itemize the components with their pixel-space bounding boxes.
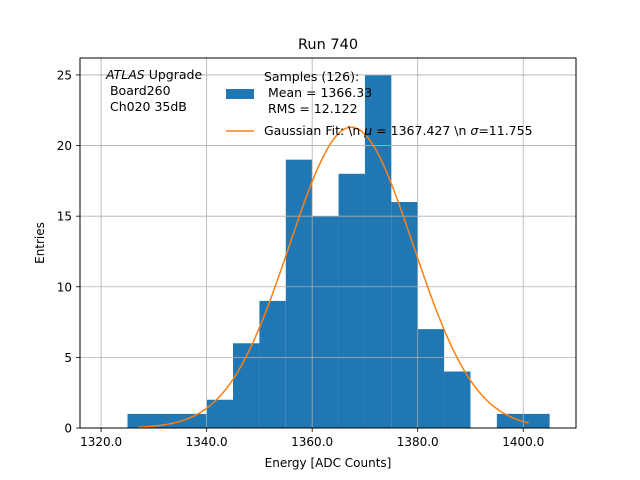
channel-label: Ch020 35dB [106, 99, 187, 114]
histogram-bar-4 [285, 159, 313, 428]
y-tick-label-0: 0 [64, 422, 72, 436]
gaussian-fit-curve [138, 126, 529, 428]
legend-hist-swatch [226, 89, 254, 99]
x-axis-ticks: 1320.0 1340.0 1360.0 1380.0 1400.0 [80, 428, 544, 449]
histogram-bars [127, 74, 550, 428]
x-tick-label-2: 1360.0 [291, 435, 333, 449]
legend: Samples (126): Mean = 1366.33 RMS = 12.1… [226, 69, 533, 138]
legend-hist-line-3: RMS = 12.122 [264, 101, 358, 116]
legend-hist-line-2: Mean = 1366.33 [264, 85, 372, 100]
board-label: Board260 [106, 83, 171, 98]
histogram-bar-5 [312, 216, 339, 428]
y-tick-label-2: 10 [57, 280, 72, 294]
histogram-bar-3 [259, 300, 286, 428]
histogram-bar-10 [444, 371, 471, 428]
y-tick-label-4: 20 [57, 139, 72, 153]
histogram-bar-1 [206, 399, 234, 428]
x-tick-label-0: 1320.0 [80, 435, 122, 449]
x-tick-label-4: 1400.0 [502, 435, 544, 449]
y-axis-label: Entries [33, 222, 47, 264]
y-tick-label-5: 25 [57, 68, 72, 82]
x-tick-label-3: 1380.0 [397, 435, 439, 449]
svg-text:ATLAS Upgrade: ATLAS Upgrade [105, 67, 202, 82]
legend-fit-label: Gaussian Fit: \n μ = 1367.427 \n σ=11.75… [264, 123, 533, 138]
plot-frame [79, 57, 577, 429]
histogram-bar-9 [417, 329, 445, 428]
upgrade-label: Upgrade [145, 67, 203, 82]
atlas-annotation: ATLAS Upgrade Board260 Ch020 35dB [105, 67, 202, 114]
y-tick-label-3: 15 [57, 210, 72, 224]
legend-hist-line-1: Samples (126): [264, 69, 359, 84]
y-tick-label-1: 5 [64, 351, 72, 365]
histogram-bar-0 [127, 413, 207, 428]
chart-title: Run 740 [298, 37, 358, 53]
y-axis-ticks: 0 5 10 15 20 25 [57, 68, 80, 436]
x-tick-label-1: 1340.0 [186, 435, 228, 449]
x-axis-label: Energy [ADC Counts] [265, 456, 392, 470]
histogram-bar-6 [338, 173, 365, 428]
atlas-label: ATLAS [105, 67, 145, 82]
histogram-bar-8 [391, 202, 418, 428]
histogram-bar-7 [364, 74, 392, 428]
